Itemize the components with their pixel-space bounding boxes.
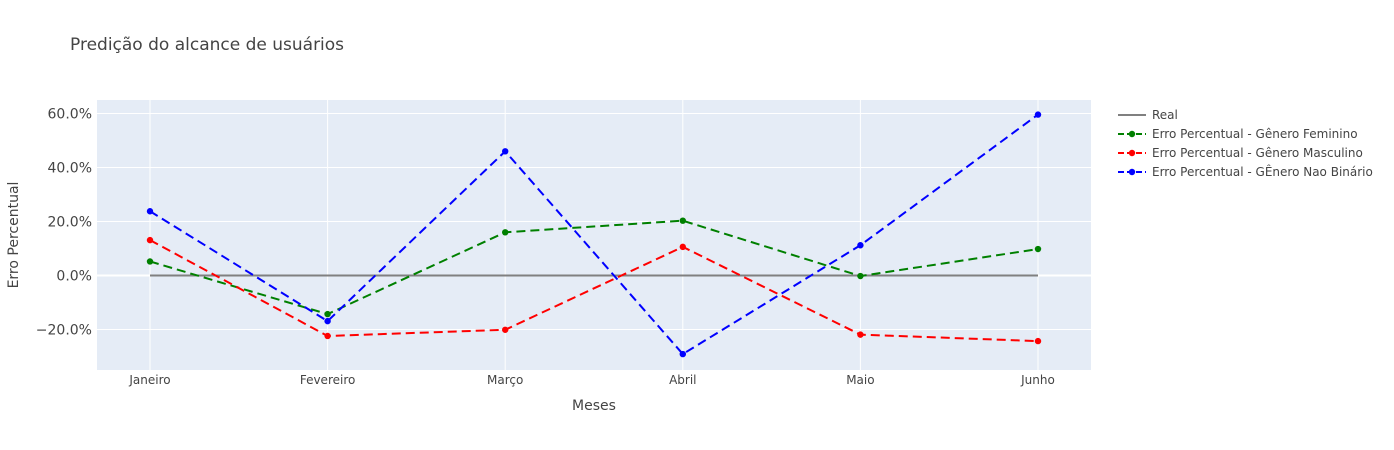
data-point: [679, 350, 686, 358]
x-tick-label: Maio: [846, 373, 874, 387]
legend-marker: [1128, 149, 1136, 157]
series-line: [149, 239, 1039, 343]
y-tick-label: 0.0%: [56, 269, 92, 285]
legend-marker: [1128, 130, 1136, 138]
x-tick-label: Março: [487, 373, 523, 387]
legend-item: Erro Percentual - GÊnero Nao Binário: [1118, 164, 1373, 179]
data-point: [679, 217, 686, 224]
x-tick-label: Janeiro: [128, 373, 170, 387]
legend-label: Real: [1152, 108, 1178, 122]
data-point: [324, 332, 331, 340]
y-axis-title: Erro Percentual: [6, 182, 22, 289]
data-point: [1034, 337, 1042, 345]
y-tick-label: 40.0%: [48, 161, 92, 177]
data-point: [324, 310, 331, 318]
y-tick-label: 20.0%: [48, 215, 92, 231]
y-tick-label: −20.0%: [36, 323, 92, 339]
plot-area: [97, 100, 1091, 370]
legend-item: Real: [1118, 108, 1178, 122]
y-tick-labels: −20.0% 0.0% 20.0% 40.0% 60.0%: [36, 107, 92, 339]
data-point: [679, 243, 686, 251]
x-tick-label: Fevereiro: [300, 373, 356, 387]
legend-label: Erro Percentual - GÊnero Nao Binário: [1152, 164, 1373, 179]
data-point: [502, 148, 509, 155]
data-point: [146, 208, 154, 215]
series-group: [146, 111, 1042, 358]
x-tick-labels: Janeiro Fevereiro Março Abril Maio Junho: [128, 373, 1054, 387]
data-point: [857, 242, 864, 249]
data-point: [1034, 245, 1042, 253]
data-point: [857, 331, 864, 338]
data-point: [502, 229, 509, 236]
legend-label: Erro Percentual - Gênero Masculino: [1152, 146, 1363, 160]
x-tick-label: Junho: [1020, 373, 1055, 387]
legend-marker: [1128, 168, 1136, 176]
x-tick-label: Abril: [669, 373, 696, 387]
data-point: [857, 272, 864, 280]
data-point: [324, 317, 331, 325]
legend-label: Erro Percentual - Gênero Feminino: [1152, 127, 1358, 141]
legend-item: Erro Percentual - Gênero Feminino: [1118, 127, 1358, 141]
series: [146, 236, 1042, 345]
series-line: [149, 219, 1039, 316]
x-axis-title: Meses: [572, 398, 616, 414]
series: [146, 111, 1042, 358]
data-point: [502, 326, 509, 333]
y-tick-label: 60.0%: [48, 107, 92, 123]
legend-item: Erro Percentual - Gênero Masculino: [1118, 146, 1363, 160]
series: [146, 217, 1042, 318]
chart-title: Predição do alcance de usuários: [70, 35, 344, 55]
legend: Real Erro Percentual - Gênero Feminino Err…: [1118, 108, 1373, 179]
data-point: [146, 258, 154, 265]
series-line: [149, 113, 1039, 356]
data-point: [1034, 111, 1042, 118]
data-point: [146, 236, 154, 244]
